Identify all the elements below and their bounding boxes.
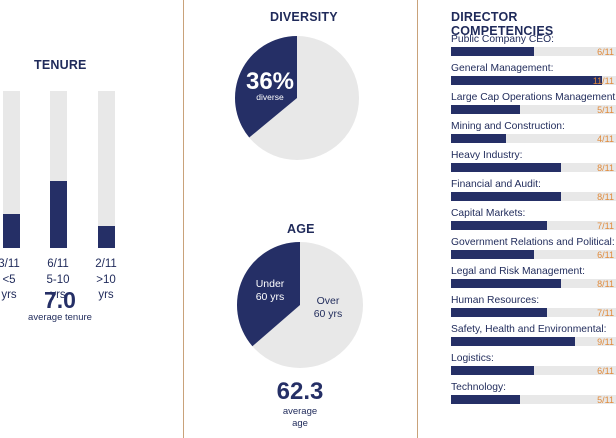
competency-label: Technology: — [451, 382, 506, 393]
tenure-average-value: 7.0 — [44, 287, 76, 313]
divider-left — [183, 0, 184, 438]
competency-value: 6/11 — [597, 366, 614, 376]
competency-bar-fill — [451, 366, 534, 375]
tenure-range: <5 — [2, 273, 16, 286]
competency-value: 8/11 — [597, 192, 614, 202]
competency-label: Safety, Health and Environmental: — [451, 324, 607, 335]
competency-value: 6/11 — [597, 250, 614, 260]
age-over-label: Over 60 yrs — [303, 295, 353, 321]
competency-label: Mining and Construction: — [451, 121, 565, 132]
diversity-center-value: 36% — [245, 68, 295, 95]
competency-bar-fill — [451, 47, 534, 56]
tenure-unit: yrs — [1, 289, 17, 301]
competency-value: 5/11 — [597, 105, 614, 115]
tenure-label: 6/11 5-10 yrs — [38, 257, 78, 304]
age-over-line2: 60 yrs — [313, 308, 343, 320]
tenure-bar-track — [50, 91, 67, 248]
competency-label: Capital Markets: — [451, 208, 526, 219]
competency-bar-track: 7/11 — [451, 221, 616, 231]
competency-bar-fill — [451, 221, 547, 230]
competency-value: 8/11 — [597, 279, 614, 289]
competency-value: 8/11 — [597, 163, 614, 173]
competency-bar-fill — [451, 76, 602, 85]
competency-bar-track: 5/11 — [451, 395, 616, 405]
divider-right — [417, 0, 418, 438]
competency-value: 4/11 — [597, 134, 614, 144]
tenure-unit: yrs — [50, 289, 66, 301]
competency-bar-track: 8/11 — [451, 192, 616, 202]
competency-bar-fill — [451, 279, 561, 288]
tenure-label: 2/11 >10 yrs — [86, 257, 126, 304]
competency-bar-fill — [451, 134, 506, 143]
competency-bar-fill — [451, 163, 561, 172]
tenure-bar-track — [98, 91, 115, 248]
competency-bar-track: 6/11 — [451, 47, 616, 57]
competency-value: 5/11 — [597, 395, 614, 405]
tenure-fraction: 2/11 — [95, 258, 117, 270]
competency-label: Government Relations and Political: — [451, 237, 615, 248]
competency-bar-track: 7/11 — [451, 308, 616, 318]
age-average-line2: age — [292, 418, 308, 429]
competency-label: Financial and Audit: — [451, 179, 541, 190]
competency-bar-track: 4/11 — [451, 134, 616, 144]
age-over-line1: Over — [316, 295, 340, 307]
tenure-average-label: average tenure — [28, 312, 92, 323]
diversity-pie — [235, 36, 359, 160]
age-under-label: Under 60 yrs — [245, 278, 295, 304]
competency-bar-track: 8/11 — [451, 279, 616, 289]
competency-bar-track: 8/11 — [451, 163, 616, 173]
tenure-label: 3/11 <5 yrs — [0, 257, 29, 304]
competency-bar-fill — [451, 337, 575, 346]
age-pie — [236, 242, 363, 368]
competency-value: 6/11 — [597, 47, 614, 57]
competency-value: 7/11 — [597, 221, 614, 231]
competencies-title: DIRECTOR COMPETENCIES — [451, 10, 554, 38]
competency-bar-fill — [451, 395, 520, 404]
competency-bar-fill — [451, 308, 547, 317]
tenure-range: 5-10 — [46, 273, 70, 286]
competency-label: Legal and Risk Management: — [451, 266, 585, 277]
competency-label: Large Cap Operations Management: — [451, 92, 616, 103]
tenure-bar-fill — [3, 214, 20, 248]
diversity-title: DIVERSITY — [270, 10, 338, 24]
tenure-bar-track — [3, 91, 20, 248]
tenure-fraction: 6/11 — [47, 258, 69, 270]
competency-value: 9/11 — [597, 337, 614, 347]
tenure-title: TENURE — [34, 58, 87, 72]
competency-bar-fill — [451, 192, 561, 201]
competency-bar-track: 9/11 — [451, 337, 616, 347]
competency-value: 11/11 — [592, 76, 614, 86]
tenure-unit: yrs — [98, 289, 114, 301]
competency-bar-fill — [451, 250, 534, 259]
competency-value: 7/11 — [597, 308, 614, 318]
competency-label: Human Resources: — [451, 295, 540, 306]
competency-bar-fill — [451, 105, 520, 114]
competency-bar-track: 6/11 — [451, 366, 616, 376]
tenure-bar-fill — [50, 180, 67, 248]
age-average-line1: average — [282, 406, 318, 417]
age-average-value: 62.3 — [276, 378, 324, 405]
diversity-center-label: diverse — [256, 92, 284, 102]
age-under-line1: Under — [255, 278, 285, 290]
competency-bar-track: 6/11 — [451, 250, 616, 260]
competency-label: Logistics: — [451, 353, 494, 364]
diversity-pie-slice — [235, 36, 297, 138]
tenure-bar-fill — [98, 225, 115, 248]
age-title: AGE — [287, 222, 315, 236]
age-pie-slice-under-60 — [236, 242, 300, 347]
competency-label: Heavy Industry: — [451, 150, 523, 161]
tenure-fraction: 3/11 — [0, 258, 20, 270]
competency-bar-track: 5/11 — [451, 105, 616, 115]
age-under-line2: 60 yrs — [255, 291, 285, 303]
competency-bar-track: 11/11 — [451, 76, 616, 86]
competency-label: General Management: — [451, 63, 554, 74]
tenure-range: >10 — [96, 273, 116, 286]
competency-label: Public Company CEO: — [451, 34, 555, 45]
